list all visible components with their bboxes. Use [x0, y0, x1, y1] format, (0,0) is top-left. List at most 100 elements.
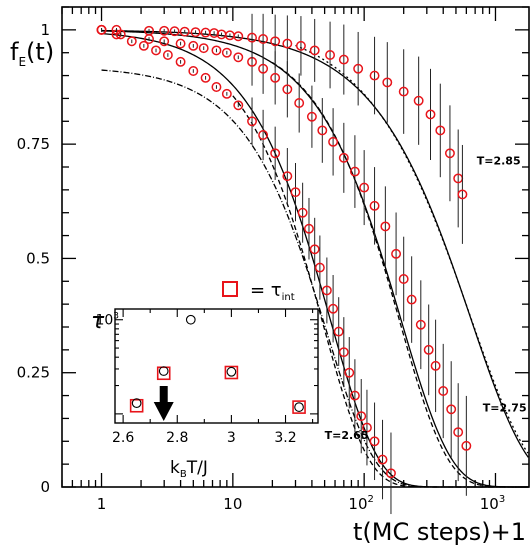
- x-tick-label: 10: [223, 495, 242, 513]
- data-point: [369, 436, 380, 447]
- data-point: [258, 130, 269, 140]
- data-point: [314, 262, 325, 273]
- data-point: [391, 248, 402, 259]
- data-point: [188, 40, 199, 51]
- series-T=2.65: [96, 24, 396, 515]
- curve-label: T=2.85: [477, 155, 521, 168]
- fit-curve: [272, 62, 529, 488]
- data-point: [377, 454, 388, 465]
- inset-x-axis-label-sub: B: [180, 469, 187, 480]
- data-point: [430, 360, 441, 371]
- inset-x-tick-label: 3.2: [274, 430, 296, 446]
- data-point: [290, 187, 301, 198]
- inset-arrow-icon: [153, 386, 174, 421]
- data-point: [344, 367, 355, 378]
- data-point: [198, 43, 209, 54]
- inset-circle-marker: [294, 402, 304, 412]
- series-T=2.75: [96, 24, 472, 496]
- data-point: [96, 24, 107, 35]
- inset-circle-marker: [158, 366, 169, 376]
- data-point: [423, 344, 434, 355]
- data-point: [247, 116, 257, 127]
- data-point: [398, 274, 409, 284]
- data-point: [369, 200, 380, 211]
- y-tick-label: 1: [40, 21, 50, 39]
- data-point: [159, 25, 170, 36]
- data-point: [162, 50, 173, 60]
- data-point: [258, 63, 269, 74]
- inset-square-marker: [292, 400, 306, 414]
- data-point: [179, 26, 190, 37]
- inset-x-tick-label: 2.8: [166, 430, 188, 446]
- inset-y-tick-label: 103: [95, 312, 119, 329]
- data-point: [338, 54, 349, 65]
- data-point: [309, 244, 320, 255]
- series-T=2.85: [96, 13, 468, 244]
- data-point: [294, 98, 305, 108]
- data-point: [209, 28, 220, 39]
- data-point: [211, 45, 222, 56]
- data-point: [338, 152, 349, 163]
- data-series: [96, 13, 472, 515]
- inset-y-tick-exp: 3: [113, 312, 119, 322]
- data-point: [297, 207, 308, 218]
- inset-x-tick-label: 3: [227, 430, 236, 446]
- y-axis-label-main: f: [10, 38, 19, 66]
- inset-square-marker: [224, 365, 239, 380]
- data-point: [406, 294, 417, 305]
- x-tick-label-base: 10: [223, 495, 242, 513]
- data-point: [349, 166, 360, 177]
- data-point: [144, 25, 154, 36]
- legend-label-sub: int: [282, 292, 295, 303]
- x-tick-label-base: 10: [348, 495, 367, 513]
- data-point: [453, 427, 464, 438]
- data-point: [325, 50, 336, 60]
- data-point: [309, 45, 320, 56]
- data-point: [338, 347, 349, 358]
- data-point: [328, 136, 339, 147]
- x-tick-label-base: 1: [97, 495, 107, 513]
- inset-x-tick-label: 2.6: [112, 430, 134, 446]
- data-point: [282, 171, 293, 182]
- x-tick-label: 103: [480, 494, 505, 513]
- legend-square-marker: [222, 281, 238, 297]
- data-point: [211, 82, 222, 92]
- y-axis-label: fE(t): [10, 38, 54, 69]
- data-point: [359, 182, 370, 193]
- x-tick-label: 102: [348, 494, 373, 513]
- data-point: [398, 86, 409, 97]
- x-tick-label-base: 10: [480, 495, 499, 513]
- inset-axis-ticks: [115, 309, 318, 423]
- data-point: [321, 285, 332, 296]
- data-point: [221, 47, 232, 58]
- data-point: [425, 109, 436, 120]
- data-point: [438, 386, 449, 396]
- fit-curve-dashdot: [101, 69, 529, 488]
- curve-label: T=2.75: [483, 402, 527, 415]
- data-point: [282, 84, 293, 95]
- fit-curve: [232, 95, 529, 488]
- data-point: [282, 38, 293, 49]
- inset-x-axis-label-main: k: [170, 458, 180, 478]
- data-point: [188, 66, 199, 76]
- data-point: [258, 34, 269, 44]
- inset-frame: [114, 308, 319, 424]
- fit-curve: [295, 44, 529, 454]
- data-point: [304, 223, 314, 234]
- data-point: [413, 95, 424, 106]
- x-tick-label-exp: 3: [499, 494, 505, 505]
- data-point: [369, 70, 380, 81]
- data-point: [169, 26, 180, 37]
- data-point: [386, 468, 396, 479]
- data-point: [415, 319, 426, 330]
- data-point: [270, 36, 281, 47]
- data-point: [270, 148, 281, 159]
- data-point: [306, 111, 317, 122]
- inset-y-tick-base: 10: [95, 313, 113, 329]
- data-point: [247, 32, 257, 43]
- data-point: [233, 52, 244, 63]
- x-tick-label: 1: [97, 495, 107, 513]
- inset-y-axis-label: τ: [91, 309, 105, 334]
- inset-circle-marker: [226, 366, 237, 377]
